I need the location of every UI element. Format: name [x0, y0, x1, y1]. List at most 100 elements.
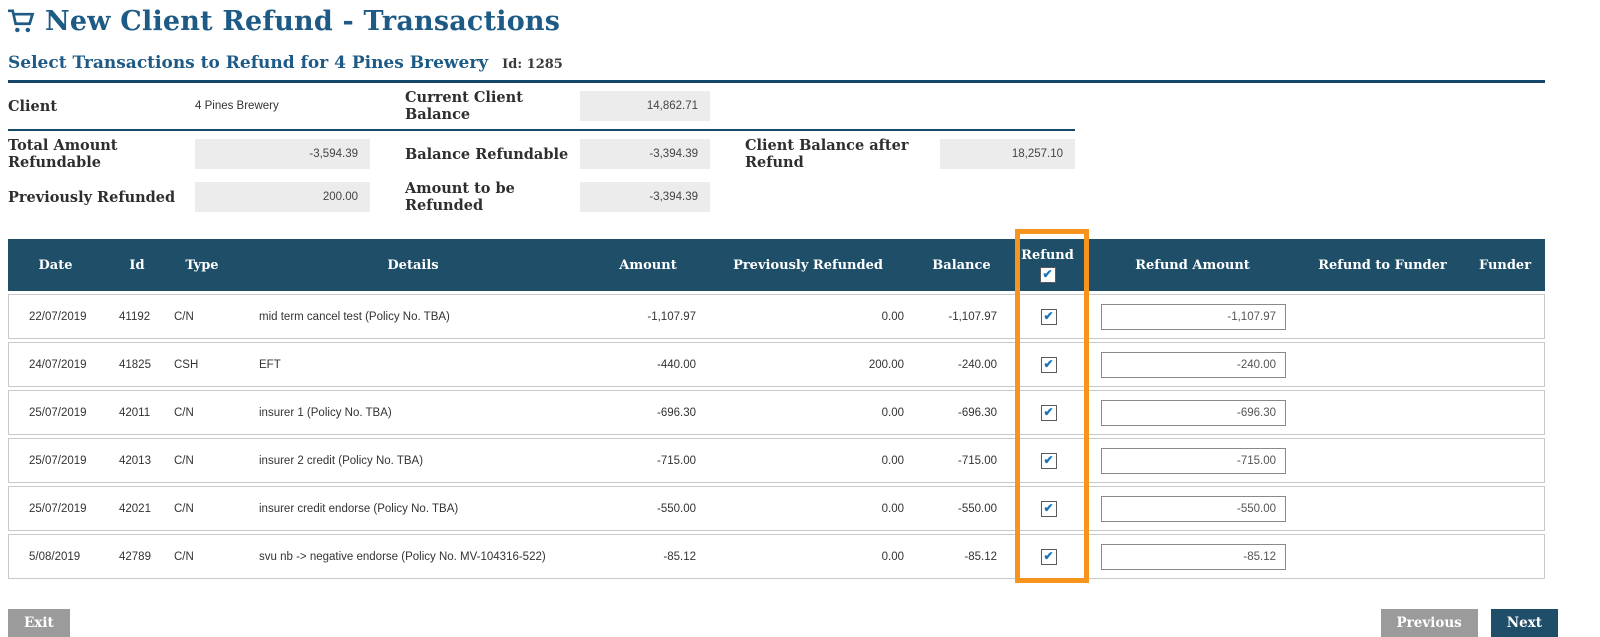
refund-checkbox[interactable]: ✔ — [1040, 548, 1057, 565]
refund-amount-input[interactable] — [1101, 399, 1286, 426]
previously-refunded-field: 200.00 — [195, 182, 370, 212]
previously-refunded-label: Previously Refunded — [8, 188, 176, 206]
refund-amount-input[interactable] — [1101, 543, 1286, 570]
col-header-id: Id — [129, 257, 145, 273]
cell-details: EFT — [259, 358, 281, 371]
refund-amount-input[interactable] — [1101, 447, 1286, 474]
cell-type: C/N — [174, 454, 194, 467]
page-header: New Client Refund - Transactions — [8, 6, 1553, 37]
cell-balance: -550.00 — [957, 502, 997, 515]
amount-to-be-refunded-field: -3,394.39 — [580, 182, 710, 212]
client-id-badge: Id: 1285 — [502, 57, 563, 72]
client-balance-after-refund-field: 18,257.10 — [940, 139, 1075, 169]
previous-button[interactable]: Previous — [1380, 609, 1478, 637]
cell-details: insurer 1 (Policy No. TBA) — [259, 406, 392, 419]
cell-amount: -85.12 — [663, 550, 696, 563]
cell-refund-amount — [1086, 399, 1301, 426]
refund-amount-input[interactable] — [1101, 303, 1286, 330]
cell-refund-amount — [1086, 447, 1301, 474]
cell-previously-refunded: 0.00 — [881, 502, 904, 515]
next-button[interactable]: Next — [1490, 609, 1558, 637]
table-row: 24/07/2019 41825 CSH EFT -440.00 200.00 -240.0… — [8, 342, 1545, 387]
cell-date: 22/07/2019 — [29, 310, 87, 323]
current-client-balance-label: Current Client Balance — [405, 89, 523, 123]
exit-button[interactable]: Exit — [8, 609, 70, 637]
table-header-row: Date Id Type Details Amount Previously R… — [8, 239, 1545, 291]
cell-id: 42011 — [119, 406, 151, 419]
col-header-funder: Funder — [1478, 257, 1532, 273]
refund-checkbox[interactable]: ✔ — [1040, 452, 1057, 469]
subheader: Select Transactions to Refund for 4 Pine… — [8, 53, 1553, 73]
page-title: New Client Refund - Transactions — [45, 6, 561, 37]
table-row: 5/08/2019 42789 C/N svu nb -> negative endo… — [8, 534, 1545, 579]
refund-summary: Client 4 Pines Brewery Current Client Ba… — [8, 83, 1553, 217]
cell-refund-amount — [1086, 495, 1301, 522]
cell-balance: -715.00 — [957, 454, 997, 467]
cell-id: 41825 — [119, 358, 151, 371]
client-value: 4 Pines Brewery — [195, 100, 279, 112]
cell-amount: -696.30 — [656, 406, 696, 419]
page-subtitle: Select Transactions to Refund for 4 Pine… — [8, 53, 489, 73]
cell-id: 41192 — [119, 310, 151, 323]
refund-select-all-checkbox[interactable]: ✔ — [1039, 266, 1056, 283]
divider-top — [8, 80, 1545, 83]
cell-balance: -696.30 — [957, 406, 997, 419]
client-balance-after-refund-label: Client Balance after Refund — [745, 137, 909, 171]
col-header-refund: Refund ✔ — [1010, 248, 1085, 283]
cell-date: 25/07/2019 — [29, 502, 87, 515]
cell-previously-refunded: 200.00 — [868, 358, 904, 371]
refund-transactions-page: New Client Refund - Transactions Select … — [8, 6, 1558, 637]
summary-row-client: Client 4 Pines Brewery Current Client Ba… — [8, 83, 1553, 129]
summary-row-refundable: Total Amount Refundable -3,594.39 Balanc… — [8, 131, 1553, 177]
cell-details: mid term cancel test (Policy No. TBA) — [259, 310, 450, 323]
cell-details: svu nb -> negative endorse (Policy No. M… — [259, 550, 546, 563]
cell-type: C/N — [174, 550, 194, 563]
shopping-cart-icon — [8, 9, 35, 33]
cell-amount: -440.00 — [656, 358, 696, 371]
table-row: 25/07/2019 42011 C/N insurer 1 (Policy No. … — [8, 390, 1545, 435]
cell-type: C/N — [174, 310, 194, 323]
refund-amount-input[interactable] — [1101, 495, 1286, 522]
cell-previously-refunded: 0.00 — [881, 310, 904, 323]
cell-previously-refunded: 0.00 — [881, 454, 904, 467]
cell-details: insurer credit endorse (Policy No. TBA) — [259, 502, 459, 515]
cell-refund: ✔ — [1011, 500, 1086, 517]
cell-balance: -240.00 — [957, 358, 997, 371]
col-header-refund-to-funder: Refund to Funder — [1318, 257, 1447, 273]
client-label: Client — [8, 97, 58, 115]
cell-refund: ✔ — [1011, 452, 1086, 469]
current-client-balance-field: 14,862.71 — [580, 91, 710, 121]
cell-id: 42789 — [119, 550, 151, 563]
col-header-balance: Balance — [932, 257, 991, 273]
refund-amount-input[interactable] — [1101, 351, 1286, 378]
col-header-date: Date — [38, 257, 73, 273]
cell-amount: -715.00 — [656, 454, 696, 467]
cell-type: CSH — [174, 358, 199, 371]
cell-date: 24/07/2019 — [29, 358, 87, 371]
cell-type: C/N — [174, 406, 194, 419]
cell-refund: ✔ — [1011, 356, 1086, 373]
balance-refundable-field: -3,394.39 — [580, 139, 710, 169]
cell-refund: ✔ — [1011, 548, 1086, 565]
amount-to-be-refunded-label: Amount to be Refunded — [405, 180, 515, 214]
table-row: 25/07/2019 42013 C/N insurer 2 credit (Poli… — [8, 438, 1545, 483]
cell-id: 42013 — [119, 454, 151, 467]
refund-checkbox[interactable]: ✔ — [1040, 500, 1057, 517]
cell-balance: -1,107.97 — [948, 310, 997, 323]
table-row: 22/07/2019 41192 C/N mid term cancel test (… — [8, 294, 1545, 339]
cell-refund-amount — [1086, 351, 1301, 378]
cell-refund: ✔ — [1011, 404, 1086, 421]
cell-refund-amount — [1086, 543, 1301, 570]
transactions-table: Date Id Type Details Amount Previously R… — [8, 229, 1545, 583]
footer-actions: Exit Previous Next — [8, 609, 1558, 637]
balance-refundable-label: Balance Refundable — [405, 145, 569, 163]
refund-checkbox[interactable]: ✔ — [1040, 308, 1057, 325]
cell-amount: -550.00 — [656, 502, 696, 515]
refund-checkbox[interactable]: ✔ — [1040, 356, 1057, 373]
total-amount-refundable-label: Total Amount Refundable — [8, 137, 118, 171]
refund-checkbox[interactable]: ✔ — [1040, 404, 1057, 421]
cell-date: 25/07/2019 — [29, 454, 87, 467]
table-row: 25/07/2019 42021 C/N insurer credit endorse… — [8, 486, 1545, 531]
cell-amount: -1,107.97 — [647, 310, 696, 323]
col-header-refund-amount: Refund Amount — [1135, 257, 1250, 273]
